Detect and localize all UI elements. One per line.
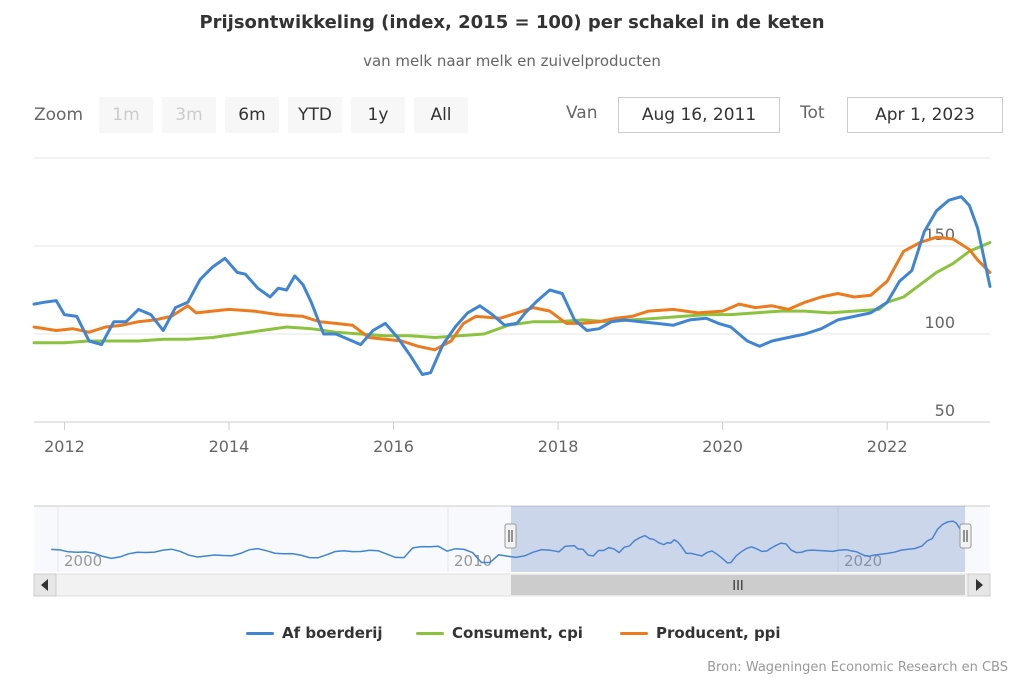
x-tick-label: 2016 (373, 437, 414, 456)
zoom-1y-button[interactable]: 1y (351, 97, 405, 133)
grid-lines (34, 157, 990, 423)
series-line-consument-cpi (32, 241, 992, 345)
navigator-tick-2010: 2010 (454, 552, 492, 570)
chart-title: Prijsontwikkeling (index, 2015 = 100) pe… (199, 12, 825, 33)
legend-label-producent: Producent, ppi (656, 624, 781, 642)
legend-label-consument: Consument, cpi (452, 624, 583, 642)
arrow-right-icon (976, 579, 983, 591)
series-line-af-boerderij (32, 195, 992, 376)
zoom-all-button[interactable]: All (414, 97, 468, 133)
credits: Bron: Wageningen Economic Research en CB… (707, 660, 1008, 675)
legend-item-boerderij[interactable]: Af boerderij (246, 624, 383, 642)
chart-subtitle: van melk naar melk en zuivelproducten (363, 52, 661, 70)
navigator[interactable]: 2000 2010 2020 (34, 505, 990, 572)
x-tick-label: 2018 (538, 437, 579, 456)
navigator-tick-2000: 2000 (64, 552, 102, 570)
scrollbar-thumb[interactable] (511, 575, 965, 595)
x-tick-label: 2014 (209, 437, 250, 456)
range-to-label: Tot (800, 103, 825, 123)
navigator-tick-2020: 2020 (844, 552, 882, 570)
navigator-left-handle[interactable] (504, 523, 517, 549)
legend-swatch-producent (620, 632, 648, 635)
zoom-ytd-button[interactable]: YTD (288, 97, 342, 133)
x-tick-label: 2012 (44, 437, 85, 456)
range-to-input[interactable]: Apr 1, 2023 (847, 97, 1003, 133)
zoom-6m-button[interactable]: 6m (225, 97, 279, 133)
zoom-label: Zoom (34, 105, 84, 125)
legend-item-consument[interactable]: Consument, cpi (416, 624, 583, 642)
y-tick-label: 50 (935, 401, 955, 420)
y-tick-label: 100 (924, 313, 955, 332)
arrow-left-icon (41, 579, 48, 591)
navigator-right-handle[interactable] (959, 523, 972, 549)
scrollbar-grip: III (732, 579, 744, 594)
x-axis-ticks: 2012 2014 2016 2018 2020 2022 (44, 422, 908, 456)
range-from-input[interactable]: Aug 16, 2011 (618, 97, 780, 133)
legend-swatch-consument (416, 632, 444, 635)
series-line-producent-ppi (32, 235, 992, 352)
zoom-1m-button[interactable]: 1m (99, 97, 153, 133)
legend-item-producent[interactable]: Producent, ppi (620, 624, 781, 642)
navigator-series-line (51, 520, 966, 564)
navigator-selected-range[interactable] (511, 506, 965, 572)
scrollbar[interactable]: III (33, 573, 991, 597)
x-tick-label: 2022 (867, 437, 908, 456)
x-tick-label: 2020 (702, 437, 743, 456)
series-lines (32, 195, 992, 376)
legend-swatch-boerderij (246, 632, 274, 635)
legend-label-boerderij: Af boerderij (282, 624, 383, 642)
zoom-3m-button[interactable]: 3m (162, 97, 216, 133)
range-from-label: Van (566, 103, 598, 123)
